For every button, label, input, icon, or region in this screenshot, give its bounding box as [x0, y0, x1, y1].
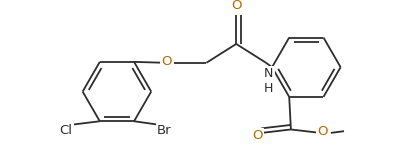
Text: Cl: Cl [60, 124, 73, 137]
Text: O: O [252, 129, 263, 142]
Text: O: O [318, 126, 328, 138]
Text: N
H: N H [264, 67, 273, 95]
Text: Br: Br [157, 124, 172, 137]
Text: O: O [162, 55, 172, 68]
Text: O: O [231, 0, 242, 12]
